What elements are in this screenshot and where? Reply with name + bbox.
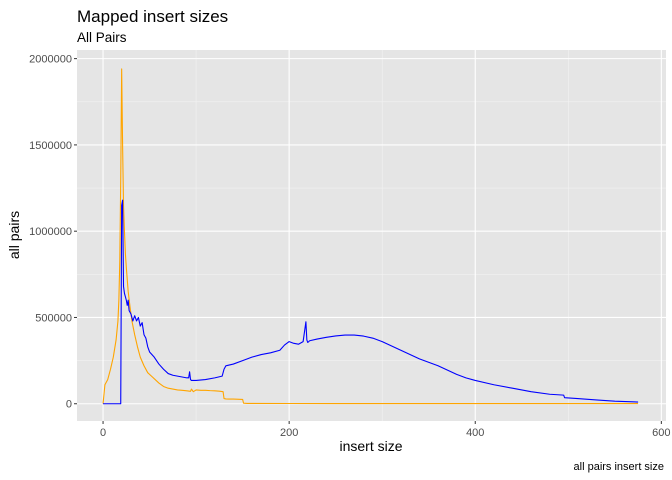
series-line-orange [102,68,639,405]
y-tick-label: 1500000 [29,140,72,152]
chart-title: Mapped insert sizes [77,7,228,26]
x-tick-label: 200 [280,427,298,439]
y-tick-label: 2000000 [29,54,72,66]
x-axis-ticks: 0 200 400 600 [100,421,671,439]
y-axis-title: all pairs [6,211,22,259]
series-layer [102,68,639,405]
x-tick-label: 600 [652,427,670,439]
grid-major-lines [77,50,666,421]
grid-minor-lines [77,50,666,421]
x-tick-label: 0 [100,427,106,439]
chart-caption: all pairs insert size [574,461,664,473]
y-tick-label: 0 [66,399,72,411]
x-tick-label: 400 [466,427,484,439]
series-line-blue [103,199,639,405]
chart-subtitle: All Pairs [77,30,127,45]
x-axis-title: insert size [339,438,402,454]
y-axis-ticks: 0 500000 1000000 1500000 2000000 [29,54,77,411]
plot-panel [77,50,666,421]
y-tick-label: 1000000 [29,226,72,238]
y-tick-label: 500000 [35,312,72,324]
